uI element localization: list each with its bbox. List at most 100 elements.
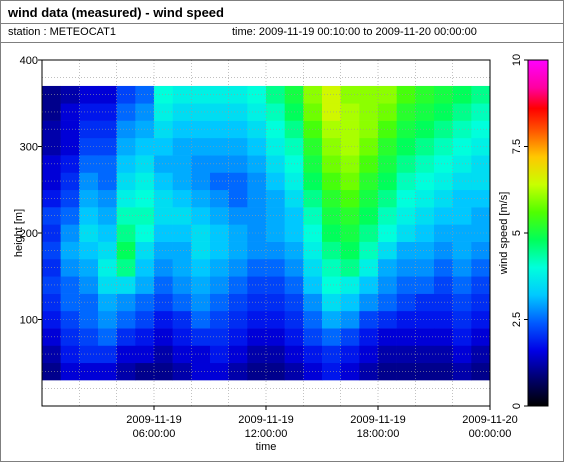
heatmap-cell bbox=[415, 120, 435, 139]
heatmap-cell bbox=[266, 137, 285, 156]
heatmap-cell bbox=[266, 103, 285, 121]
heatmap-cell bbox=[60, 85, 80, 104]
heatmap-cell bbox=[340, 362, 360, 381]
colorbar-tick-label: 5 bbox=[511, 230, 523, 236]
heatmap-cell bbox=[228, 345, 248, 364]
y-tick-layer: 100 200 300 400 bbox=[20, 55, 42, 327]
heatmap-cell bbox=[191, 241, 211, 260]
heatmap-cell bbox=[154, 293, 173, 312]
heatmap-cell bbox=[60, 103, 80, 121]
heatmap-cell bbox=[191, 328, 211, 346]
heatmap-cell bbox=[154, 241, 173, 260]
heatmap-cell bbox=[98, 258, 117, 277]
heatmap-cell bbox=[172, 120, 192, 139]
colorbar-tick-label: 0 bbox=[511, 403, 523, 409]
heatmap-cell bbox=[266, 276, 285, 294]
heatmap-cell bbox=[154, 189, 173, 208]
heatmap-cell bbox=[154, 224, 173, 242]
heatmap-cell bbox=[322, 224, 341, 242]
heatmap-cell bbox=[359, 120, 379, 139]
colorbar-label: wind speed [m/s] bbox=[498, 192, 510, 276]
heatmap-cell bbox=[172, 328, 192, 346]
heatmap-cell bbox=[172, 310, 192, 329]
heatmap-cell bbox=[266, 241, 285, 260]
heatmap-cell bbox=[60, 207, 80, 225]
heatmap-cell bbox=[396, 224, 416, 242]
heatmap-cell bbox=[79, 207, 99, 225]
heatmap-cell bbox=[322, 172, 341, 191]
heatmap-cell bbox=[60, 120, 80, 139]
heatmap-cell bbox=[60, 137, 80, 156]
info-bar: station : METEOCAT1 time: 2009-11-19 00:… bbox=[1, 24, 563, 43]
heatmap-cell bbox=[322, 103, 341, 121]
heatmap-cell bbox=[340, 224, 360, 242]
heatmap-cell bbox=[228, 120, 248, 139]
heatmap-cell bbox=[434, 258, 453, 277]
heatmap-cell bbox=[247, 258, 267, 277]
heatmap-cell bbox=[396, 155, 416, 173]
time-range-label: time: 2009-11-19 00:10:00 to 2009-11-20 … bbox=[232, 26, 477, 38]
heatmap-cell bbox=[415, 293, 435, 312]
heatmap-cell bbox=[154, 155, 173, 173]
heatmap-cell bbox=[359, 345, 379, 364]
heatmap-cell bbox=[247, 155, 267, 173]
heatmap-cell bbox=[266, 189, 285, 208]
heatmap-cell bbox=[228, 224, 248, 242]
heatmap-cell bbox=[191, 137, 211, 156]
heatmap-cell bbox=[415, 276, 435, 294]
x-axis-label: time bbox=[256, 441, 277, 453]
heatmap-cell bbox=[340, 258, 360, 277]
heatmap-cell bbox=[359, 276, 379, 294]
heatmap-cell bbox=[359, 103, 379, 121]
heatmap-cell bbox=[322, 362, 341, 381]
heatmap-cell bbox=[434, 120, 453, 139]
heatmap-cell bbox=[172, 172, 192, 191]
heatmap-cell bbox=[359, 172, 379, 191]
y-tick-label: 200 bbox=[20, 228, 38, 240]
heatmap-cell bbox=[191, 155, 211, 173]
heatmap-cell bbox=[359, 155, 379, 173]
heatmap-cell bbox=[340, 328, 360, 346]
heatmap-cell bbox=[340, 155, 360, 173]
heatmap-cell bbox=[79, 276, 99, 294]
heatmap-cell bbox=[247, 137, 267, 156]
heatmap-cell bbox=[247, 328, 267, 346]
heatmap-cell bbox=[172, 189, 192, 208]
heatmap-cell bbox=[396, 103, 416, 121]
heatmap-cell bbox=[359, 328, 379, 346]
heatmap-cell bbox=[396, 137, 416, 156]
heatmap-cell bbox=[228, 155, 248, 173]
heatmap-cell bbox=[154, 207, 173, 225]
heatmap-cell bbox=[396, 120, 416, 139]
heatmap-cell bbox=[79, 310, 99, 329]
heatmap-cell bbox=[434, 276, 453, 294]
heatmap-cell bbox=[98, 189, 117, 208]
heatmap-cell bbox=[396, 241, 416, 260]
colorbar-tick-layer: 0 2.5 5 7.5 10 bbox=[511, 54, 528, 409]
heatmap-cell bbox=[359, 85, 379, 104]
heatmap-cell bbox=[266, 310, 285, 329]
y-tick-label: 400 bbox=[20, 55, 38, 67]
heatmap-cell bbox=[172, 345, 192, 364]
heatmap-cell bbox=[154, 85, 173, 104]
x-tick-label-time: 00:00:00 bbox=[469, 428, 512, 440]
heatmap-cell bbox=[228, 362, 248, 381]
heatmap-cell bbox=[396, 345, 416, 364]
heatmap-cell bbox=[322, 345, 341, 364]
heatmap-cell bbox=[79, 328, 99, 346]
heatmap-cell bbox=[98, 310, 117, 329]
heatmap-cell bbox=[60, 189, 80, 208]
heatmap-cell bbox=[98, 137, 117, 156]
heatmap-cell bbox=[191, 103, 211, 121]
heatmap-cell bbox=[79, 172, 99, 191]
heatmap-cell bbox=[247, 224, 267, 242]
heatmap-cell bbox=[434, 85, 453, 104]
heatmap-cell bbox=[154, 345, 173, 364]
heatmap-cell bbox=[266, 293, 285, 312]
heatmap-cell bbox=[266, 155, 285, 173]
heatmap-cell bbox=[191, 310, 211, 329]
x-tick-label-time: 18:00:00 bbox=[357, 428, 400, 440]
x-tick-label-date: 2009-11-20 bbox=[462, 414, 517, 426]
heatmap-cell bbox=[79, 85, 99, 104]
heatmap-cell bbox=[98, 207, 117, 225]
